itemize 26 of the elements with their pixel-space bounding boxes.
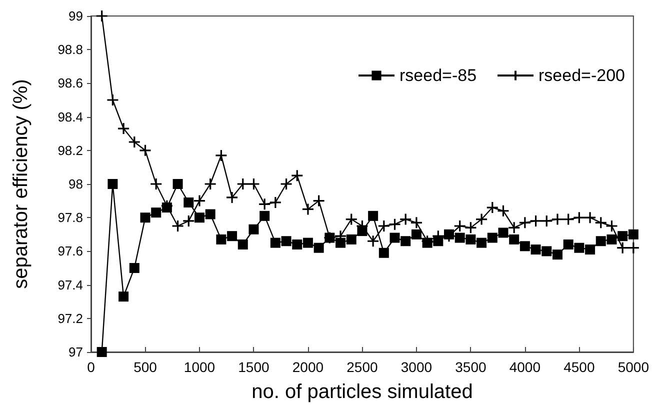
- x-tick-label: 0: [87, 359, 96, 375]
- y-tick-label: 98.2: [58, 142, 83, 158]
- x-tick-label: 3000: [400, 359, 432, 375]
- legend-label: rseed=-85: [400, 66, 477, 85]
- x-tick-label: 4000: [509, 359, 541, 375]
- y-tick-label: 97.4: [58, 277, 83, 292]
- y-tick-label: 97: [68, 344, 83, 360]
- y-tick-label: 97.8: [58, 210, 83, 226]
- y-tick-label: 97.6: [58, 244, 83, 259]
- x-tick-label: 1500: [238, 359, 270, 375]
- legend-label: rseed=-200: [538, 66, 626, 85]
- x-tick-label: 4500: [564, 359, 595, 375]
- y-tick-label: 98: [68, 176, 83, 192]
- x-tick-label: 5000: [618, 359, 650, 375]
- y-axis-title: separator efficiency (%): [10, 79, 32, 289]
- x-tick-label: 3500: [455, 359, 486, 375]
- y-tick-label: 99: [68, 8, 83, 24]
- x-tick-label: 2500: [346, 359, 378, 375]
- y-tick-label: 98.6: [58, 76, 83, 91]
- y-tick-label: 98.8: [58, 42, 83, 58]
- x-tick-label: 2000: [292, 359, 324, 375]
- y-tick-label: 97.2: [58, 310, 83, 326]
- x-axis-title: no. of particles simulated: [252, 381, 473, 403]
- x-tick-label: 500: [134, 359, 158, 375]
- y-tick-label: 98.4: [58, 109, 83, 124]
- x-tick-label: 1000: [184, 359, 216, 375]
